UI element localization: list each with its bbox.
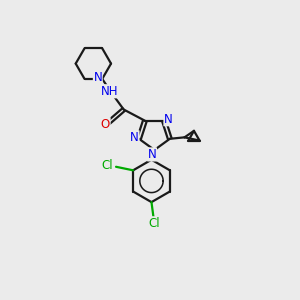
Text: O: O bbox=[101, 118, 110, 131]
Text: N: N bbox=[93, 71, 102, 84]
Text: NH: NH bbox=[101, 85, 118, 98]
Text: N: N bbox=[148, 148, 156, 161]
Text: N: N bbox=[130, 131, 139, 144]
Text: Cl: Cl bbox=[101, 159, 112, 172]
Text: Cl: Cl bbox=[148, 217, 160, 230]
Text: N: N bbox=[164, 113, 173, 126]
